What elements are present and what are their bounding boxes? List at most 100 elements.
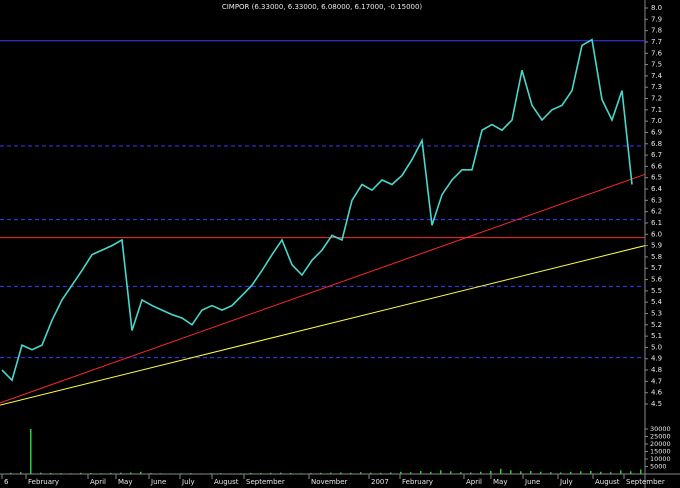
volume-bar	[260, 473, 262, 474]
volume-bar	[100, 473, 102, 474]
y-tick-label: 5.4	[651, 298, 663, 306]
volume-bar	[140, 471, 142, 474]
volume-bar	[270, 472, 272, 474]
volume-bar	[200, 473, 202, 474]
y-tick-label: 4.5	[651, 400, 662, 408]
volume-bar	[120, 472, 122, 474]
y-tick-label: 5.2	[651, 321, 662, 329]
y-tick-label: 4.9	[651, 355, 662, 363]
volume-bar	[110, 472, 112, 474]
y-tick-label: 5.8	[651, 253, 662, 261]
x-tick-label: February	[402, 478, 433, 486]
y-tick-label: 7.8	[651, 27, 662, 35]
x-tick-label: August	[595, 478, 620, 486]
volume-bar	[170, 473, 172, 474]
y-tick-label: 6.2	[651, 208, 662, 216]
volume-bar	[60, 473, 62, 474]
volume-bar	[90, 473, 92, 474]
y-tick-label: 6.7	[651, 151, 662, 159]
volume-bar	[540, 471, 542, 474]
volume-bar	[620, 470, 622, 474]
volume-bar	[370, 472, 372, 474]
volume-bar	[280, 472, 282, 474]
y-tick-label: 5.7	[651, 264, 662, 272]
y-tick-label: 7.0	[651, 117, 662, 125]
trend-line	[0, 245, 646, 406]
volume-bar	[570, 471, 572, 474]
y-tick-label: 6.5	[651, 174, 662, 182]
volume-bar	[590, 471, 592, 474]
volume-bar	[180, 473, 182, 474]
volume-bar	[460, 472, 462, 474]
y-tick-label: 7.7	[651, 38, 662, 46]
price-line	[1, 38, 633, 382]
y-tick-label: 7.3	[651, 83, 662, 91]
y-tick-label: 6.9	[651, 128, 662, 136]
volume-bar	[350, 472, 352, 474]
y-tick-label: 5.3	[651, 309, 662, 317]
volume-bar	[600, 471, 602, 474]
volume-bar	[240, 473, 242, 474]
y-tick-label: 6.3	[651, 196, 662, 204]
x-tick-label: 2007	[371, 478, 389, 486]
volume-bar	[420, 471, 422, 474]
volume-bar	[490, 471, 492, 474]
volume-bar	[560, 472, 562, 474]
y-tick-label: 5.0	[651, 343, 662, 351]
volume-bar	[80, 472, 82, 474]
x-tick-label: August	[214, 478, 239, 486]
volume-bar	[250, 472, 252, 474]
volume-bar	[630, 471, 632, 474]
volume-tick-label: 15000	[650, 448, 671, 456]
volume-bar	[450, 471, 452, 474]
x-tick-label: May	[493, 478, 507, 486]
volume-bar	[380, 472, 382, 474]
x-tick-label: June	[524, 478, 540, 486]
x-tick-label: September	[626, 478, 665, 486]
volume-bar	[500, 468, 502, 474]
y-tick-label: 7.6	[651, 49, 663, 57]
y-tick-label: 4.6	[651, 389, 663, 397]
volume-bar	[340, 472, 342, 474]
volume-bar	[310, 473, 312, 474]
y-tick-label: 8.0	[651, 4, 662, 12]
volume-bar	[410, 472, 412, 474]
volume-bar	[130, 472, 132, 474]
volume-bar	[520, 471, 522, 474]
volume-bar	[530, 471, 532, 474]
volume-bar	[10, 472, 12, 474]
y-tick-label: 7.4	[651, 72, 663, 80]
volume-bar	[470, 472, 472, 474]
volume-bar	[430, 471, 432, 474]
x-tick-label: April	[466, 478, 482, 486]
volume-bar	[640, 469, 642, 474]
y-tick-label: 6.0	[651, 230, 662, 238]
y-tick-label: 7.1	[651, 106, 662, 114]
x-tick-label: September	[246, 478, 285, 486]
x-tick-label: April	[90, 478, 106, 486]
y-tick-label: 6.6	[651, 162, 663, 170]
y-tick-label: 6.1	[651, 219, 662, 227]
volume-bar	[580, 471, 582, 474]
volume-bar	[20, 472, 22, 474]
y-tick-label: 5.9	[651, 242, 662, 250]
volume-bar	[510, 470, 512, 474]
volume-bar	[40, 472, 42, 474]
y-tick-label: 5.5	[651, 287, 662, 295]
volume-bar	[230, 473, 232, 474]
volume-bar	[610, 472, 612, 474]
x-tick-label: July	[559, 478, 573, 486]
x-tick-label: May	[118, 478, 132, 486]
y-tick-label: 5.6	[651, 276, 663, 284]
volume-bar	[220, 473, 222, 474]
volume-bar	[30, 429, 32, 474]
y-tick-label: 7.5	[651, 61, 662, 69]
volume-bar	[440, 470, 442, 474]
volume-bar	[50, 472, 52, 474]
volume-bar	[330, 472, 332, 474]
x-tick-label: 6	[4, 478, 9, 486]
x-tick-label: June	[150, 478, 166, 486]
volume-bar	[150, 473, 152, 474]
